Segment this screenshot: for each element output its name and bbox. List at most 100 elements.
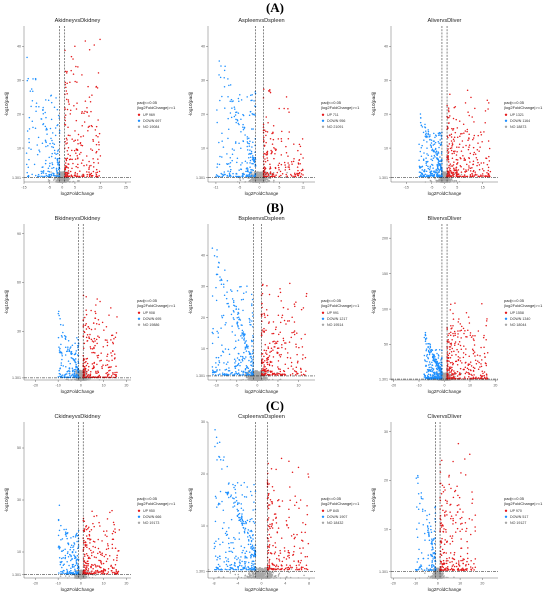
data-point [251,93,253,96]
data-point [242,128,245,131]
data-point [237,324,239,327]
data-point [487,166,490,169]
data-point [237,372,240,374]
data-point [69,109,72,111]
data-point [85,364,88,367]
data-point [77,166,79,169]
data-point [47,170,49,173]
data-point [459,165,462,167]
data-point [229,112,232,114]
data-point [477,175,479,178]
data-point [30,88,33,90]
data-point [249,94,252,96]
data-point [81,144,84,147]
data-point [215,175,217,178]
data-point [81,125,83,127]
data-point [217,364,220,366]
y-tick: 40 [17,45,24,49]
data-point [95,304,97,306]
data-point [234,367,237,369]
data-point [85,358,87,360]
data-point [250,153,252,155]
data-point [266,154,268,156]
data-point [260,171,263,173]
data-point [92,140,95,142]
data-point [286,175,288,178]
data-point [266,363,269,366]
data-point [91,348,94,350]
data-point [69,81,71,84]
data-point [240,147,242,150]
data-point [436,163,438,166]
data-point [293,321,296,323]
data-point [38,151,41,153]
data-point [236,323,239,325]
data-point [238,353,240,355]
data-point [77,142,79,145]
y-tick-label: 30 [384,78,388,82]
y-tick: 40 [201,45,208,49]
data-point [248,114,251,116]
legend-entry: NO 19084 [143,125,159,129]
legend-marker [137,311,141,314]
data-point [226,153,228,155]
data-point [107,366,110,369]
data-point [425,175,428,178]
data-point [422,131,425,134]
data-point [447,107,450,109]
data-point [243,339,245,341]
data-point [258,374,261,377]
data-point [268,364,271,367]
data-point [228,305,230,308]
data-point [224,324,226,326]
data-point [214,374,217,376]
data-point [423,139,425,141]
data-point [79,373,81,375]
y-tick: 10 [201,146,208,150]
data-point [478,164,481,166]
legend-marker [504,125,508,128]
data-point [284,166,287,168]
data-point [245,376,248,379]
data-point [266,314,269,317]
data-point [247,367,250,369]
data-point [61,355,63,357]
data-point [271,175,273,178]
data-point [84,316,86,319]
data-point [248,350,250,353]
data-point [88,167,90,169]
data-point [66,157,69,159]
data-point [233,304,235,307]
data-point [106,339,108,341]
y-tick: 1.301 [12,376,24,380]
data-point [429,138,431,141]
data-point [244,134,246,136]
data-point [102,364,104,366]
data-point [62,324,64,326]
data-point [102,376,104,378]
data-point [300,308,303,311]
data-point [64,346,67,348]
data-point [445,175,447,177]
data-point [65,98,68,101]
data-point [250,150,253,153]
data-point [227,96,229,98]
data-point [93,337,96,340]
data-point [88,165,91,167]
data-point [465,169,467,171]
data-point [301,138,304,140]
data-point [81,74,83,76]
data-point [86,333,89,336]
data-point [451,145,453,147]
data-point [221,132,223,135]
data-point [277,366,279,368]
data-point [461,175,463,178]
data-point [248,353,251,355]
data-point [430,170,432,173]
data-point [279,368,281,371]
data-point [242,371,244,374]
data-point [284,164,286,166]
data-point [451,142,454,144]
y-tick-label: 30 [201,285,205,289]
threshold-lines [208,26,315,182]
